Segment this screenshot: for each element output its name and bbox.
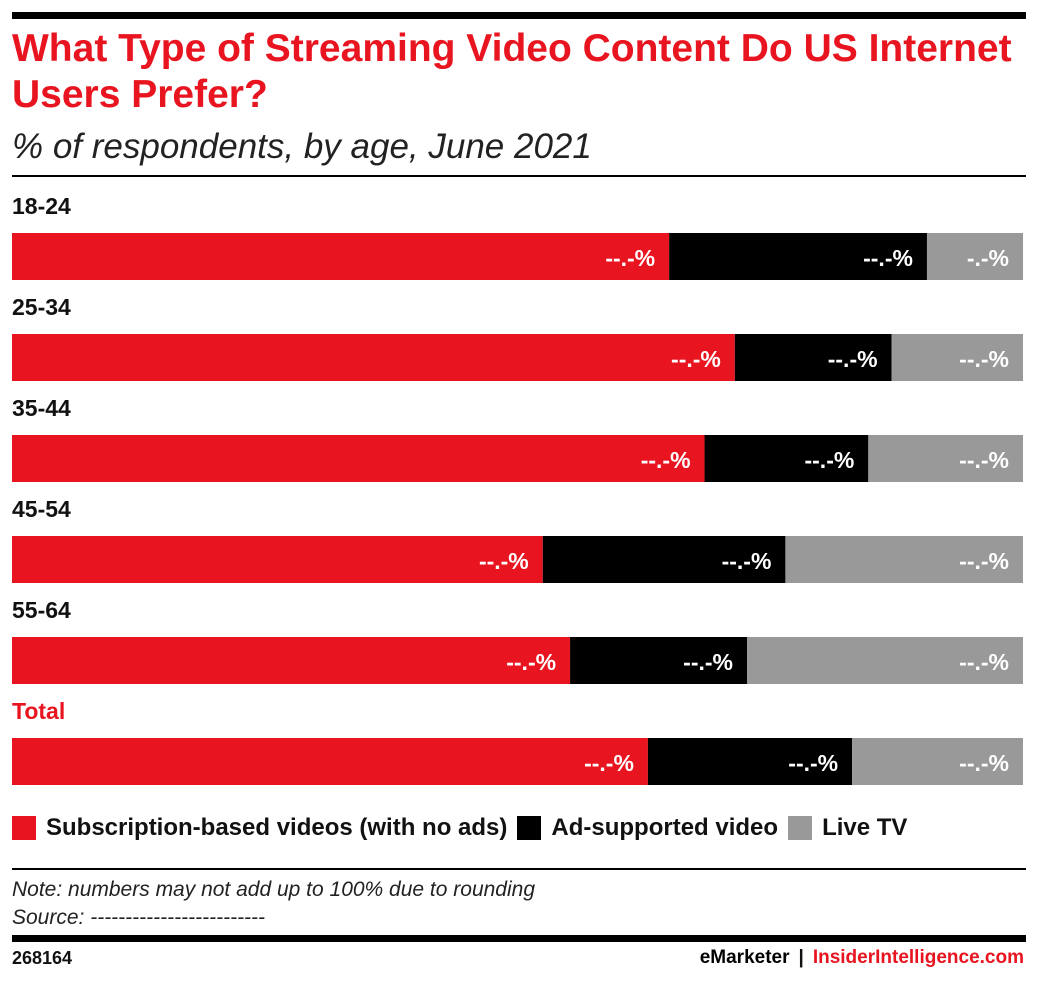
data-label-total-subscription-based-videos-with-no-ads: --.-%	[584, 750, 634, 776]
legend-swatch-live-tv	[788, 816, 813, 840]
chart-id: 268164	[12, 948, 73, 968]
legend-item-live-tv: Live TV	[788, 814, 907, 842]
data-label-45-54-ad-supported-video: --.-%	[722, 548, 772, 574]
data-label-25-34-live-tv: --.-%	[959, 346, 1009, 372]
bar-55-64-live-tv	[747, 637, 1023, 684]
bar-55-64-ad-supported-video	[570, 637, 747, 684]
data-label-25-34-subscription-based-videos-with-no-ads: --.-%	[671, 346, 721, 372]
data-label-35-44-live-tv: --.-%	[959, 447, 1009, 473]
note-text: Note: numbers may not add up to 100% due…	[12, 878, 536, 901]
legend-label-live-tv: Live TV	[822, 814, 908, 841]
data-label-25-34-ad-supported-video: --.-%	[828, 346, 878, 372]
subtitle-rule	[12, 175, 1026, 177]
bar-total-ad-supported-video	[647, 738, 853, 785]
data-label-18-24-ad-supported-video: --.-%	[863, 245, 913, 271]
brand-footer: eMarketer | InsiderIntelligence.com	[700, 947, 1024, 969]
bar-35-44-ad-supported-video	[704, 435, 869, 482]
bar-45-54-subscription-based-videos-with-no-ads	[12, 536, 543, 583]
data-label-55-64-subscription-based-videos-with-no-ads: --.-%	[506, 649, 556, 675]
bar-35-44-subscription-based-videos-with-no-ads	[12, 435, 705, 482]
legend: Subscription-based videos (with no ads) …	[12, 810, 1026, 846]
bar-55-64-subscription-based-videos-with-no-ads	[12, 637, 571, 684]
legend-item-ad-supported: Ad-supported video	[517, 814, 778, 842]
category-label-25-34: 25-34	[12, 294, 71, 320]
legend-item-subscription: Subscription-based videos (with no ads)	[12, 814, 507, 842]
bar-45-54-ad-supported-video	[542, 536, 786, 583]
data-label-18-24-live-tv: -.-%	[967, 245, 1009, 271]
bar-18-24-live-tv	[926, 233, 1024, 280]
legend-swatch-subscription	[12, 816, 36, 840]
chart-subtitle: % of respondents, by age, June 2021	[12, 127, 592, 166]
data-label-18-24-subscription-based-videos-with-no-ads: --.-%	[605, 245, 655, 271]
data-label-total-live-tv: --.-%	[959, 750, 1009, 776]
category-label-total: Total	[12, 698, 65, 724]
brand-separator: |	[798, 947, 804, 968]
bar-18-24-subscription-based-videos-with-no-ads	[12, 233, 670, 280]
data-label-35-44-subscription-based-videos-with-no-ads: --.-%	[641, 447, 691, 473]
legend-swatch-ad-supported	[517, 816, 542, 840]
footnote: Note: numbers may not add up to 100% due…	[12, 876, 1012, 932]
data-label-55-64-ad-supported-video: --.-%	[683, 649, 733, 675]
brand-emarketer: eMarketer	[699, 947, 790, 968]
legend-label-ad-supported: Ad-supported video	[551, 814, 779, 841]
bottom-rule	[12, 935, 1026, 942]
bar-25-34-ad-supported-video	[734, 334, 892, 381]
data-label-55-64-live-tv: --.-%	[959, 649, 1009, 675]
bar-35-44-live-tv	[868, 435, 1023, 482]
data-label-35-44-ad-supported-video: --.-%	[804, 447, 854, 473]
legend-rule	[12, 868, 1026, 870]
chart-title: What Type of Streaming Video Content Do …	[12, 27, 1012, 116]
source-text: Source: -------------------------	[12, 906, 266, 929]
bar-total-subscription-based-videos-with-no-ads	[12, 738, 648, 785]
bar-18-24-ad-supported-video	[669, 233, 927, 280]
data-label-45-54-subscription-based-videos-with-no-ads: --.-%	[479, 548, 529, 574]
brand-insider-intelligence: InsiderIntelligence.com	[812, 947, 1024, 968]
top-rule	[12, 12, 1026, 19]
category-label-18-24: 18-24	[12, 193, 71, 219]
category-label-35-44: 35-44	[12, 395, 71, 421]
data-label-total-ad-supported-video: --.-%	[788, 750, 838, 776]
bar-45-54-live-tv	[785, 536, 1023, 583]
data-label-45-54-live-tv: --.-%	[959, 548, 1009, 574]
bar-total-live-tv	[852, 738, 1023, 785]
bar-25-34-live-tv	[891, 334, 1023, 381]
legend-label-subscription: Subscription-based videos (with no ads)	[46, 814, 508, 841]
category-label-45-54: 45-54	[12, 496, 71, 522]
category-label-55-64: 55-64	[12, 597, 71, 623]
bar-25-34-subscription-based-videos-with-no-ads	[12, 334, 735, 381]
